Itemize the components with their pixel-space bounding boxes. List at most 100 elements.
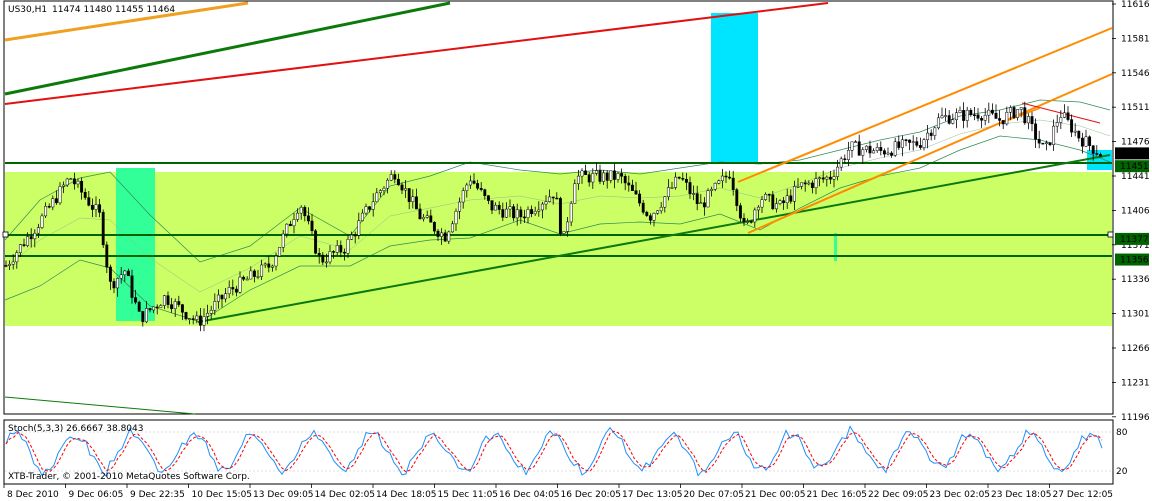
candle-body — [926, 132, 930, 140]
candle-body — [231, 287, 235, 290]
candle-body — [166, 295, 170, 305]
candle-body — [756, 206, 760, 211]
candle-body — [299, 206, 303, 214]
candle-body — [429, 215, 433, 223]
candle-body — [526, 209, 530, 218]
candle-body — [1023, 107, 1027, 124]
candle-body — [479, 187, 483, 190]
green-marker — [834, 233, 837, 261]
price-label-box — [1115, 232, 1149, 245]
candle-body — [587, 174, 591, 183]
candle-body — [288, 223, 292, 227]
candle-body — [393, 174, 397, 180]
x-tick-label: 23 Dec 02:05 — [930, 490, 991, 500]
candle-body — [540, 203, 544, 211]
candle-body — [684, 178, 688, 183]
candle-body — [494, 204, 498, 211]
candle-body — [677, 176, 681, 179]
candle-body — [483, 189, 487, 196]
candle-body — [1073, 130, 1077, 133]
candle-body — [418, 208, 422, 220]
candle-body — [612, 170, 616, 180]
x-tick-label: 14 Dec 18:05 — [376, 490, 437, 500]
candle-body — [346, 239, 350, 254]
candle-body — [371, 201, 375, 210]
candle-body — [753, 209, 757, 223]
support-zone — [5, 172, 1112, 326]
stoch-tick-20: 20 — [1116, 467, 1128, 477]
x-tick-label: 21 Dec 16:05 — [807, 490, 868, 500]
candle-body — [184, 312, 188, 320]
candle-body — [1095, 153, 1099, 155]
candle-body — [522, 216, 526, 219]
candle-body — [886, 152, 890, 155]
trendline-green-main[interactable] — [197, 154, 1111, 323]
candle-body — [951, 119, 955, 124]
candle-body — [152, 306, 156, 311]
candle-body — [260, 264, 264, 277]
candle-body — [350, 234, 354, 240]
candle-body — [764, 193, 768, 200]
x-tick-label: 16 Dec 20:05 — [561, 490, 622, 500]
candle-body — [947, 115, 951, 124]
candle-body — [580, 170, 584, 177]
candle-body — [353, 234, 357, 237]
candle-body — [760, 199, 764, 208]
candle-body — [234, 288, 238, 293]
candle-body — [897, 141, 901, 148]
channel-lower[interactable] — [747, 73, 1113, 234]
candle-body — [285, 223, 289, 235]
candle-body — [663, 196, 667, 208]
candle-body — [375, 192, 379, 203]
candle-body — [317, 252, 321, 256]
candle-body — [144, 308, 148, 323]
candle-body — [504, 208, 508, 218]
y-tick-label: 11546 — [1121, 69, 1150, 79]
candle-body — [1070, 119, 1074, 133]
candle-body — [18, 244, 22, 253]
candle-body — [1019, 107, 1023, 110]
candle-body — [292, 219, 296, 227]
candle-body — [191, 318, 195, 320]
candle-body — [306, 215, 310, 222]
price-label-box — [1115, 253, 1149, 266]
x-tick-label: 10 Dec 15:05 — [192, 490, 253, 500]
candle-body — [814, 178, 818, 188]
candle-body — [1077, 130, 1081, 139]
candle-body — [774, 203, 778, 210]
candle-body — [731, 177, 735, 190]
stoch-tick-80: 80 — [1116, 428, 1128, 438]
candle-body — [807, 182, 811, 185]
candle-body — [36, 227, 40, 234]
candle-body — [396, 178, 400, 186]
candle-body — [555, 197, 559, 200]
x-tick-label: 20 Dec 07:05 — [684, 490, 745, 500]
candle-body — [389, 174, 393, 181]
candle-body — [742, 217, 746, 222]
x-tick-label: 9 Dec 06:05 — [69, 490, 124, 500]
candle-body — [54, 198, 58, 204]
candle-body — [134, 297, 138, 303]
hline-handle-left[interactable] — [2, 231, 9, 238]
candle-body — [51, 198, 55, 208]
candle-body — [738, 205, 742, 219]
hline-handle-right[interactable] — [1107, 231, 1114, 238]
candle-body — [1041, 142, 1045, 145]
candle-body — [465, 184, 469, 191]
candle-body — [537, 209, 541, 212]
candle-body — [123, 270, 127, 275]
candle-body — [890, 152, 894, 156]
candle-body — [1030, 116, 1034, 125]
channel-upper[interactable] — [737, 27, 1113, 183]
candle-body — [641, 202, 645, 213]
candle-body — [98, 204, 102, 213]
candle-body — [65, 178, 69, 186]
candle-body — [263, 263, 267, 266]
candle-body — [569, 203, 573, 223]
candle-body — [648, 215, 652, 221]
candle-body — [713, 183, 717, 190]
candle-body — [339, 245, 343, 253]
candle-body — [821, 177, 825, 180]
candle-body — [656, 210, 660, 214]
